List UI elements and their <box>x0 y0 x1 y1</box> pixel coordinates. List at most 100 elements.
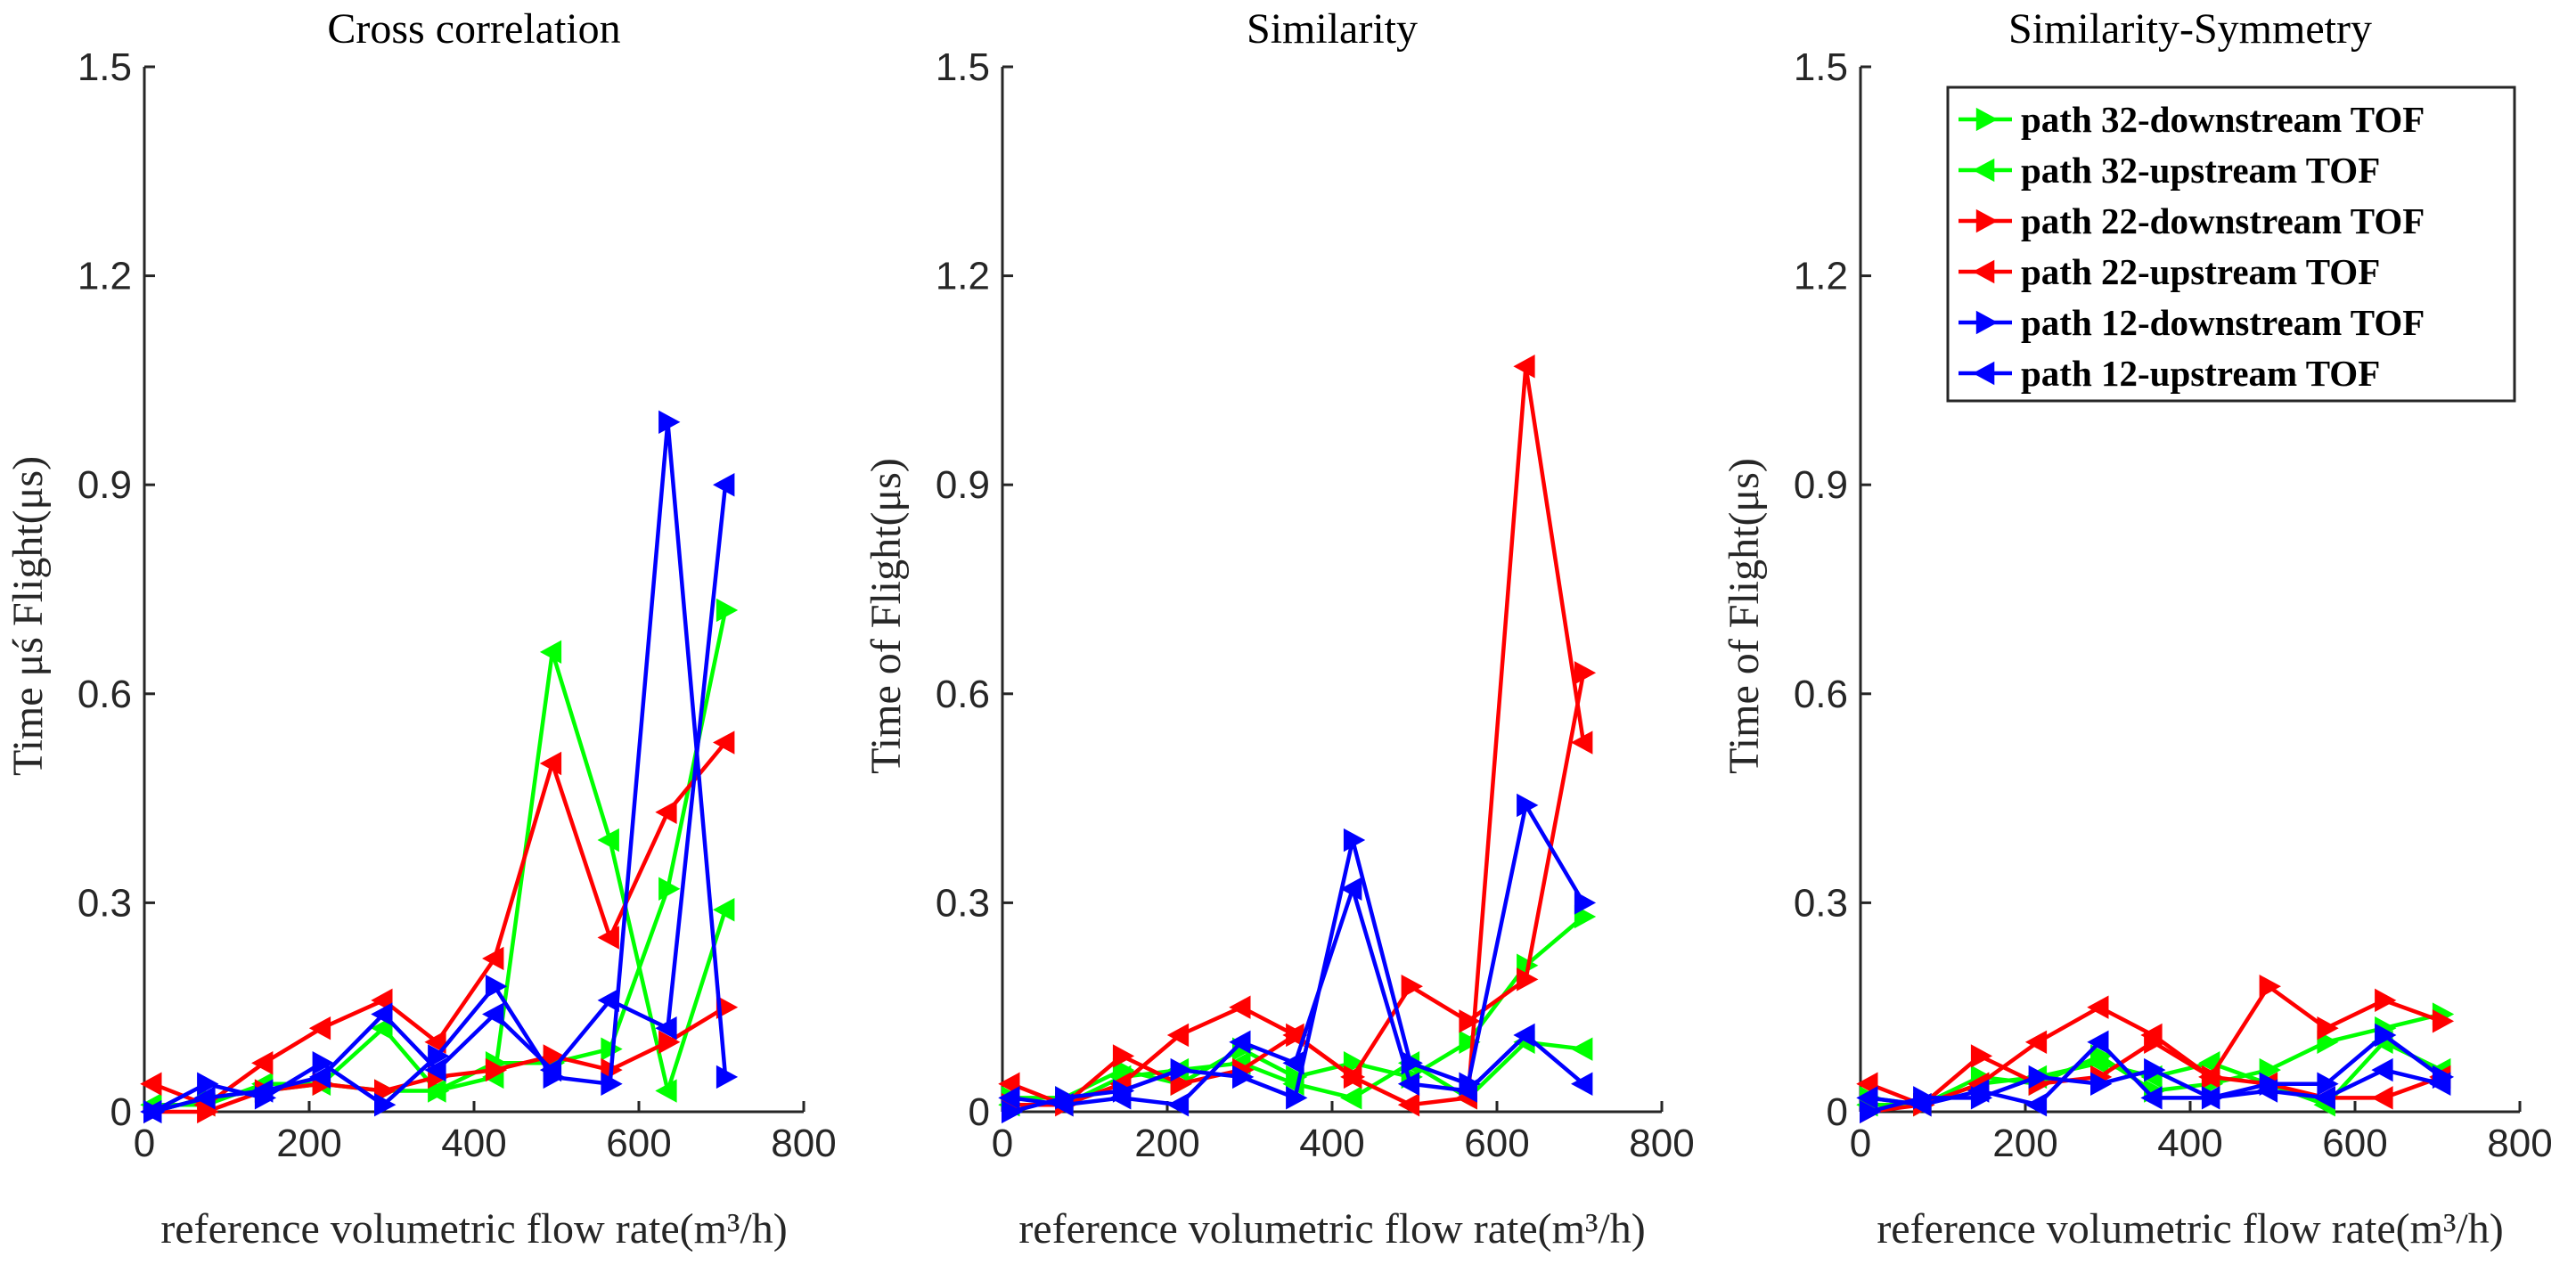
x-tick-label: 400 <box>1299 1122 1364 1165</box>
data-point-marker <box>1232 1065 1255 1089</box>
legend-box <box>1946 86 2516 403</box>
y-tick-label: 1.5 <box>936 45 990 89</box>
data-point-marker <box>308 1016 331 1040</box>
data-point-marker <box>251 1051 274 1075</box>
y-tick-label: 0 <box>969 1090 990 1134</box>
data-point-marker <box>2028 1065 2050 1089</box>
data-point-marker <box>2255 1079 2278 1103</box>
data-point-marker <box>374 1092 397 1117</box>
data-point-marker <box>543 1044 565 1068</box>
data-point-marker <box>1109 1086 1132 1110</box>
data-point-marker <box>1517 967 1539 991</box>
data-point-marker <box>2024 1092 2048 1117</box>
data-point-marker <box>2090 1072 2113 1096</box>
y-tick-label: 0 <box>1827 1090 1848 1134</box>
data-point-marker <box>539 751 562 776</box>
data-point-marker <box>1574 891 1597 915</box>
legend-item: path 32-downstream TOF <box>1959 99 2425 140</box>
data-point-marker <box>716 1065 739 1089</box>
series-5 <box>143 410 739 1124</box>
data-point-marker <box>713 473 735 497</box>
data-point-marker <box>482 946 504 971</box>
data-point-marker <box>713 898 735 922</box>
plot-panel-3: 0 0.3 0.6 0.9 1.2 1.5 0 200 400 600 800 Similarity-… <box>1721 5 2553 1253</box>
legend-item: path 22-upstream TOF <box>1959 251 2380 292</box>
x-tick-label: 200 <box>1134 1122 1199 1165</box>
x-axis-label: reference volumetric flow rate(m³/h) <box>160 1205 787 1253</box>
x-axis-label: reference volumetric flow rate(m³/h) <box>1877 1205 2503 1253</box>
data-point-marker <box>655 1079 677 1103</box>
series-6 <box>998 877 1593 1117</box>
data-point-marker <box>1340 1086 1362 1110</box>
data-point-marker <box>2140 1023 2163 1048</box>
data-point-marker <box>424 1079 446 1103</box>
data-point-marker <box>1517 793 1539 818</box>
y-tick-label: 0.9 <box>1794 463 1848 507</box>
data-point-marker <box>1513 355 1535 379</box>
data-point-marker <box>1574 661 1597 685</box>
data-point-marker <box>716 598 739 623</box>
data-point-marker <box>2375 988 2397 1013</box>
series-line <box>151 420 728 1114</box>
legend-item: path 12-upstream TOF <box>1959 353 2380 394</box>
y-tick-label: 0.9 <box>936 463 990 507</box>
plot-panel-1: 0 0.3 0.6 0.9 1.2 1.5 0 200 400 600 800 Cross corre… <box>4 5 837 1253</box>
data-point-marker <box>482 1002 504 1026</box>
x-tick-label: 200 <box>276 1122 341 1165</box>
legend-label: path 32-downstream TOF <box>2021 99 2425 140</box>
y-tick-label: 0.6 <box>78 673 132 716</box>
legend-item: path 22-downstream TOF <box>1959 200 2425 241</box>
plot-title: Cross correlation <box>327 5 620 53</box>
data-point-marker <box>713 730 735 755</box>
y-axis-label: Time μś Flight(μs) <box>4 456 52 776</box>
legend-marker <box>1975 107 1999 132</box>
data-point-marker <box>2317 1016 2339 1040</box>
y-tick-label: 0.3 <box>78 881 132 925</box>
data-point-marker <box>371 1002 393 1026</box>
y-tick-label: 0 <box>110 1090 132 1134</box>
x-tick-label: 0 <box>134 1122 155 1165</box>
data-point-marker <box>658 877 681 901</box>
data-point-marker <box>2140 1086 2163 1110</box>
data-point-marker <box>1229 995 1251 1019</box>
series-line <box>151 484 728 1114</box>
plot-title: Similarity <box>1247 5 1418 53</box>
data-point-marker <box>597 988 619 1013</box>
data-point-marker <box>308 1065 331 1089</box>
legend-item: path 12-downstream TOF <box>1959 302 2425 343</box>
x-tick-label: 800 <box>2487 1122 2552 1165</box>
series-6 <box>140 473 735 1124</box>
data-point-marker <box>2375 1023 2397 1048</box>
data-point-marker <box>1397 1092 1420 1117</box>
data-point-marker <box>658 410 681 435</box>
data-point-marker <box>1401 975 1423 999</box>
y-tick-label: 0.3 <box>1794 881 1848 925</box>
y-tick-label: 1.2 <box>936 255 990 298</box>
x-tick-label: 600 <box>606 1122 671 1165</box>
legend-label: path 12-upstream TOF <box>2021 353 2380 394</box>
plot-panel-2: 0 0.3 0.6 0.9 1.2 1.5 0 200 400 600 800 Similarity r… <box>863 5 1695 1253</box>
data-point-marker <box>2317 1072 2339 1096</box>
data-point-marker <box>1286 1086 1308 1110</box>
data-point-marker <box>539 1057 562 1082</box>
x-tick-label: 600 <box>1464 1122 1529 1165</box>
legend-marker <box>1972 361 1995 386</box>
data-point-marker <box>1459 1009 1481 1033</box>
y-tick-label: 1.2 <box>1794 255 1848 298</box>
data-point-marker <box>2429 1072 2451 1096</box>
data-point-marker <box>1455 1079 1477 1103</box>
data-point-marker <box>1340 877 1362 901</box>
data-point-marker <box>251 1079 274 1103</box>
x-tick-label: 200 <box>1992 1122 2057 1165</box>
x-tick-label: 400 <box>441 1122 506 1165</box>
data-point-marker <box>1282 1051 1304 1075</box>
data-point-marker <box>193 1086 216 1110</box>
data-point-marker <box>2371 1086 2393 1110</box>
data-point-marker <box>1343 828 1366 853</box>
x-axis-label: reference volumetric flow rate(m³/h) <box>1018 1205 1645 1253</box>
x-tick-label: 0 <box>1850 1122 1871 1165</box>
data-point-marker <box>1571 1037 1593 1061</box>
data-point-marker <box>424 1057 446 1082</box>
data-point-marker <box>658 1030 681 1054</box>
